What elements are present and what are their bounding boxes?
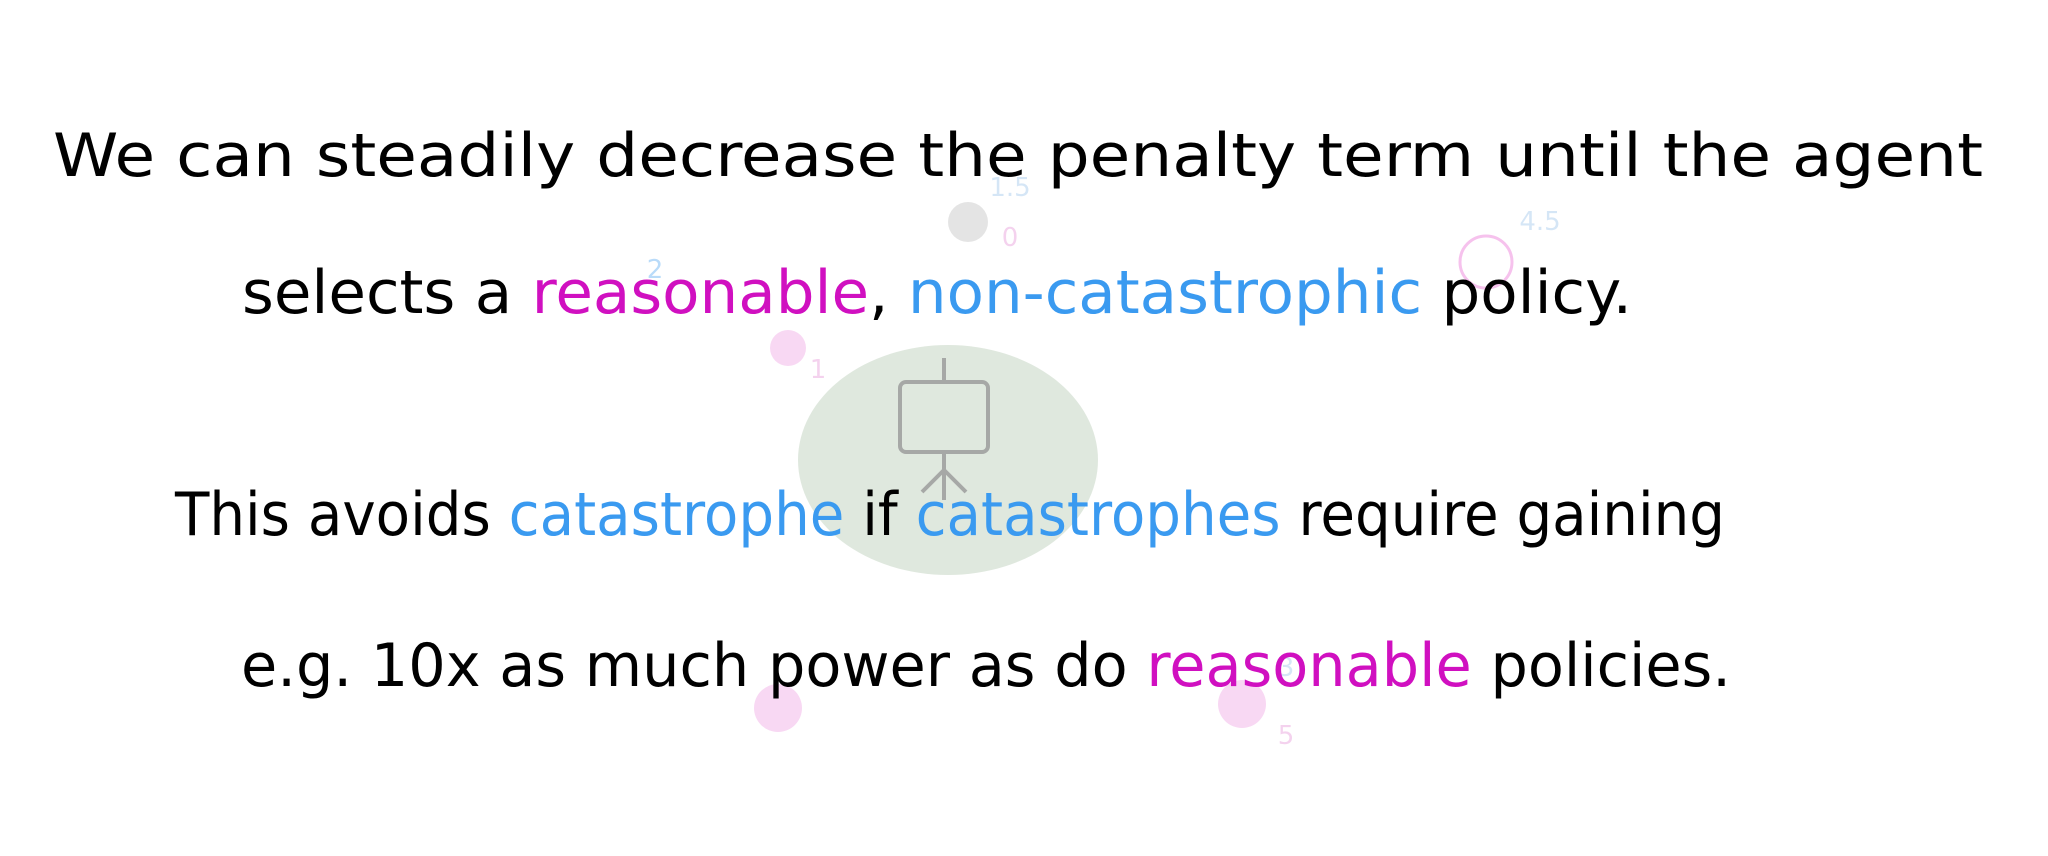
faint-label: 4.5	[1519, 207, 1560, 237]
text-segment: reasonable	[532, 258, 869, 328]
text-segment: non-catastrophic	[908, 258, 1422, 328]
faint-label: 2	[647, 255, 664, 285]
text-segment: reasonable	[1146, 631, 1471, 701]
faint-label: 5	[1278, 721, 1295, 751]
text-line: We can steadily decrease the penalty ter…	[53, 121, 1983, 191]
text-segment: e.g. 10x as much power as do	[241, 631, 1146, 701]
faint-label: 3	[1278, 653, 1295, 683]
decor-dot	[754, 684, 802, 732]
text-segment: policy.	[1422, 258, 1632, 328]
text-segment: catastrophe	[509, 480, 845, 550]
text-line: selects a reasonable, non-catastrophic p…	[242, 258, 1632, 328]
text-segment: catastrophes	[916, 480, 1281, 550]
text-segment: if	[844, 480, 915, 550]
decor-dot	[1218, 680, 1266, 728]
smiley	[1458, 234, 1514, 290]
text-segment: This avoids	[174, 480, 509, 550]
slide-text: We can steadily decrease the penalty ter…	[53, 121, 1983, 701]
decor-dot	[948, 202, 988, 242]
robot	[898, 358, 990, 500]
text-segment: ,	[869, 258, 908, 328]
faint-labels: 1.5 0 4.5 2 1 3 5	[647, 173, 1561, 751]
decor-dot	[770, 330, 806, 366]
background-blob	[798, 345, 1098, 575]
text-segment: policies.	[1472, 631, 1731, 701]
text-segment: We can steadily decrease the penalty ter…	[53, 121, 1983, 191]
faint-label: 0	[1002, 223, 1019, 253]
faint-label: 1.5	[989, 173, 1030, 203]
text-line: e.g. 10x as much power as do reasonable …	[241, 631, 1731, 701]
text-line: This avoids catastrophe if catastrophes …	[174, 480, 1725, 550]
text-segment: require gaining	[1281, 480, 1725, 550]
faint-label: 1	[810, 355, 827, 385]
text-segment: selects a	[242, 258, 532, 328]
